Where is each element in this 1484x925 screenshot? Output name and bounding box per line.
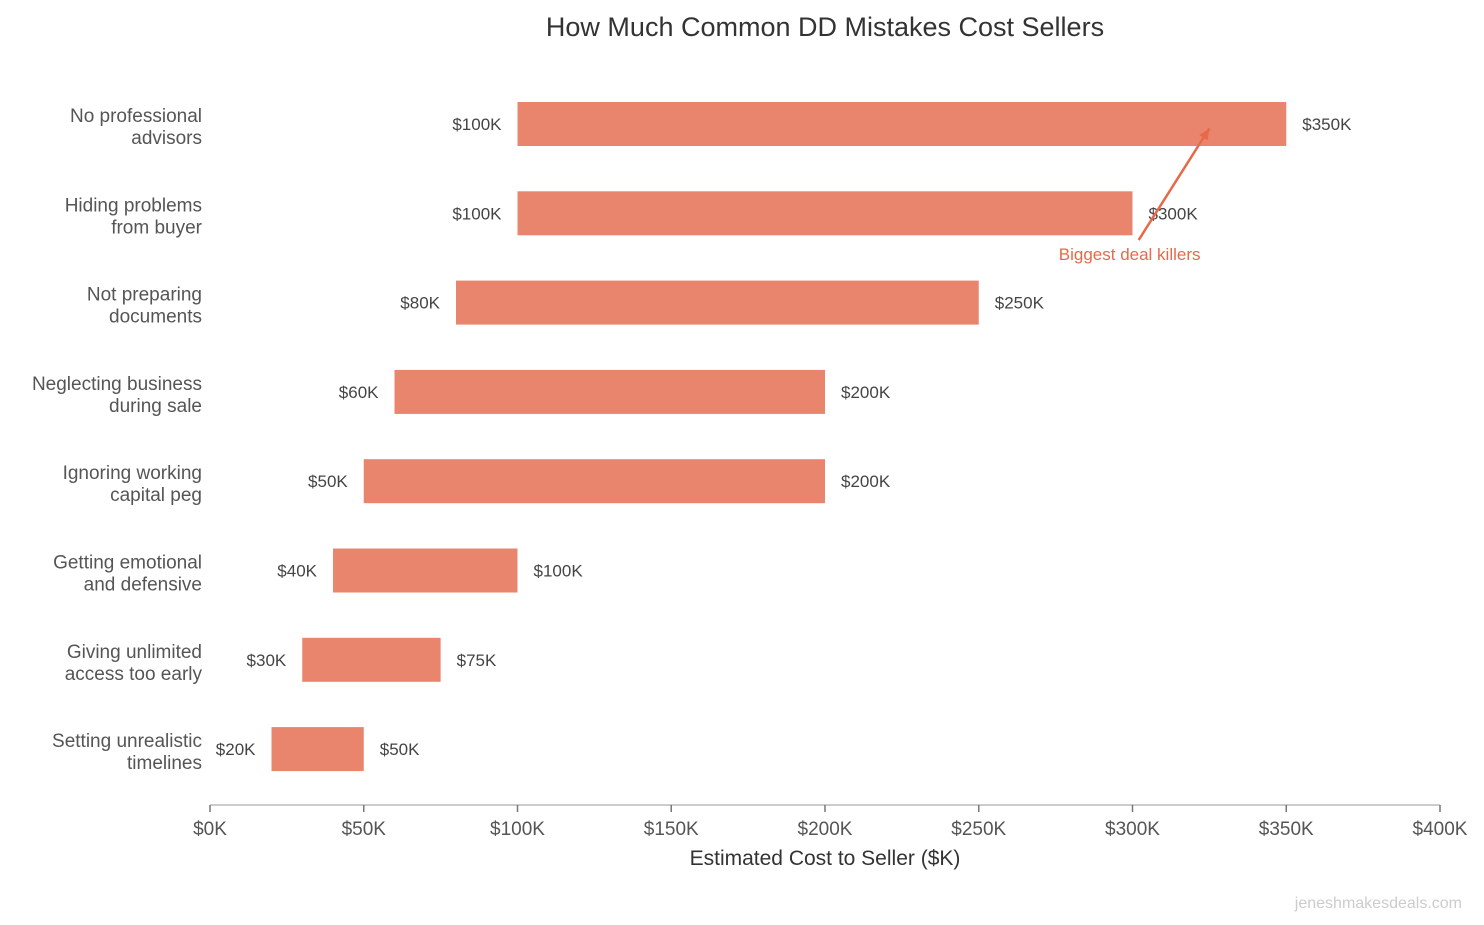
bar <box>517 102 1287 146</box>
low-value-label: $100K <box>452 115 502 134</box>
category-label: Neglecting business <box>32 374 202 395</box>
category-label: from buyer <box>111 217 202 238</box>
category-label: Getting emotional <box>53 553 202 574</box>
x-tick-label: $100K <box>490 819 545 840</box>
x-tick-label: $250K <box>951 819 1006 840</box>
bar <box>333 548 518 593</box>
bar <box>456 280 979 325</box>
x-tick-label: $350K <box>1259 819 1314 840</box>
high-value-label: $200K <box>841 472 891 491</box>
annotation-arrow <box>1137 127 1211 241</box>
bar <box>394 369 825 414</box>
x-axis-title: Estimated Cost to Seller ($K) <box>690 847 961 870</box>
category-label: access too early <box>65 664 203 685</box>
low-value-label: $30K <box>247 651 287 670</box>
low-value-label: $50K <box>308 472 348 491</box>
bar <box>302 637 441 682</box>
high-value-label: $100K <box>534 562 584 581</box>
bar <box>363 459 825 504</box>
category-label: during sale <box>109 396 202 417</box>
watermark: jeneshmakesdeals.com <box>1294 895 1462 912</box>
category-label: Giving unlimited <box>67 642 202 663</box>
x-tick-label: $50K <box>342 819 387 840</box>
category-label: Setting unrealistic <box>52 731 202 752</box>
low-value-label: $80K <box>400 294 440 313</box>
chart-title: How Much Common DD Mistakes Cost Sellers <box>546 12 1104 42</box>
high-value-label: $350K <box>1302 115 1352 134</box>
high-value-label: $50K <box>380 740 420 759</box>
category-label: Not preparing <box>87 285 202 306</box>
category-label: timelines <box>127 753 202 774</box>
x-tick-label: $400K <box>1413 819 1468 840</box>
bar <box>271 727 364 772</box>
arrowhead-icon <box>1199 128 1210 141</box>
high-value-label: $75K <box>457 651 497 670</box>
high-value-label: $300K <box>1149 204 1199 223</box>
x-tick-label: $0K <box>193 819 227 840</box>
bar <box>517 191 1133 236</box>
high-value-label: $200K <box>841 383 891 402</box>
category-label: and defensive <box>84 575 202 596</box>
low-value-label: $100K <box>452 204 502 223</box>
category-label: Ignoring working <box>63 463 202 484</box>
category-label: Hiding problems <box>65 195 202 216</box>
x-tick-label: $150K <box>644 819 699 840</box>
category-label: advisors <box>131 128 202 149</box>
category-label: No professional <box>70 106 202 127</box>
high-value-label: $250K <box>995 294 1045 313</box>
x-tick-label: $300K <box>1105 819 1160 840</box>
x-tick-label: $200K <box>798 819 853 840</box>
category-label: capital peg <box>110 485 202 506</box>
category-label: documents <box>109 307 202 328</box>
low-value-label: $20K <box>216 740 256 759</box>
low-value-label: $40K <box>277 562 317 581</box>
annotation-text: Biggest deal killers <box>1059 245 1201 264</box>
low-value-label: $60K <box>339 383 379 402</box>
